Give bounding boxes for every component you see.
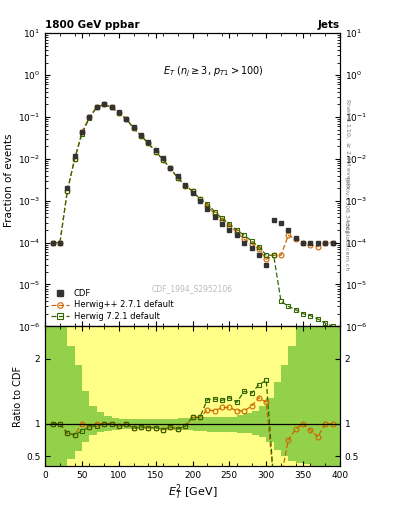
Text: Rivet 3.1.10, $\geq$ 2.9M events: Rivet 3.1.10, $\geq$ 2.9M events <box>344 98 351 189</box>
X-axis label: $E_T^2$ [GeV]: $E_T^2$ [GeV] <box>168 482 217 502</box>
Text: Jets: Jets <box>318 20 340 30</box>
Legend: CDF, Herwig++ 2.7.1 default, Herwig 7.2.1 default: CDF, Herwig++ 2.7.1 default, Herwig 7.2.… <box>50 288 175 322</box>
Y-axis label: Fraction of events: Fraction of events <box>4 133 14 227</box>
Text: $E_T$ ($n_j \geq 3$, $p_{T1}{>}100$): $E_T$ ($n_j \geq 3$, $p_{T1}{>}100$) <box>163 64 264 78</box>
Text: 1800 GeV ppbar: 1800 GeV ppbar <box>45 20 140 30</box>
Y-axis label: Ratio to CDF: Ratio to CDF <box>13 366 23 426</box>
Text: CDF_1994_S2952106: CDF_1994_S2952106 <box>152 284 233 293</box>
Text: [arXiv:1306.3436]: [arXiv:1306.3436] <box>344 177 349 233</box>
Text: mcplots.cern.ch: mcplots.cern.ch <box>344 221 349 271</box>
